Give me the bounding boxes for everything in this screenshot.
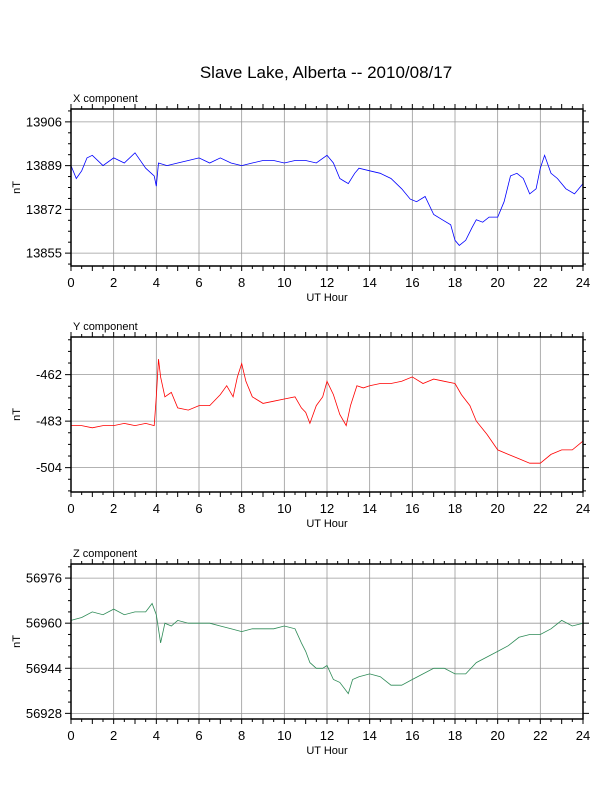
panel-1: 0 2 4 6 8 10 12 14 16 18 20 22 241390613889138721385… bbox=[11, 93, 590, 304]
y-axis-label: nT bbox=[11, 408, 23, 421]
data-line-series-1 bbox=[71, 359, 584, 464]
data-line-series-1 bbox=[70, 602, 584, 695]
x-tick-label: 12 bbox=[320, 728, 334, 743]
x-tick-label: 0 bbox=[67, 728, 74, 743]
y-tick-label: 13889 bbox=[26, 158, 62, 173]
x-tick-label: 8 bbox=[238, 728, 245, 743]
x-tick-label: 18 bbox=[448, 501, 462, 516]
y-tick-label: -462 bbox=[36, 367, 62, 382]
y-tick-label: 13906 bbox=[26, 114, 62, 129]
x-tick-label: 16 bbox=[405, 728, 419, 743]
y-axis-label: nT bbox=[11, 635, 23, 648]
x-tick-label: 20 bbox=[490, 501, 504, 516]
x-tick-label: 8 bbox=[238, 501, 245, 516]
x-tick-label: 2 bbox=[110, 728, 117, 743]
x-tick-label: 6 bbox=[195, 275, 202, 290]
x-tick-label: 10 bbox=[277, 275, 291, 290]
data-line-series-1 bbox=[70, 152, 584, 246]
panel-3: 0 2 4 6 8 10 12 14 16 18 20 22 245697656960569445692… bbox=[11, 548, 590, 757]
x-tick-label: 6 bbox=[195, 728, 202, 743]
x-tick-label: 4 bbox=[153, 501, 160, 516]
x-tick-label: 24 bbox=[576, 728, 590, 743]
x-tick-label: 14 bbox=[362, 275, 376, 290]
x-tick-label: 12 bbox=[320, 501, 334, 516]
y-tick-label: 56976 bbox=[26, 571, 62, 586]
y-tick-label: -504 bbox=[36, 460, 62, 475]
x-tick-label: 0 bbox=[67, 501, 74, 516]
x-axis-label: UT Hour bbox=[306, 518, 348, 530]
x-tick-label: 16 bbox=[405, 275, 419, 290]
x-tick-label: 10 bbox=[277, 501, 291, 516]
x-tick-label: 16 bbox=[405, 501, 419, 516]
x-tick-label: 20 bbox=[490, 275, 504, 290]
panel-label: Y component bbox=[73, 321, 138, 333]
y-tick-label: 56928 bbox=[26, 706, 62, 721]
y-tick-label: 56960 bbox=[26, 616, 62, 631]
x-tick-label: 14 bbox=[362, 501, 376, 516]
x-tick-label: 2 bbox=[110, 501, 117, 516]
panel-label: Z component bbox=[73, 548, 137, 560]
x-axis-label: UT Hour bbox=[306, 745, 348, 757]
x-tick-label: 22 bbox=[533, 501, 547, 516]
chart-title: Slave Lake, Alberta -- 2010/08/17 bbox=[200, 63, 452, 82]
y-tick-label: 56944 bbox=[26, 661, 62, 676]
x-tick-label: 18 bbox=[448, 728, 462, 743]
x-tick-label: 10 bbox=[277, 728, 291, 743]
x-axis-label: UT Hour bbox=[306, 292, 348, 304]
y-tick-label: 13855 bbox=[26, 246, 62, 261]
x-tick-label: 22 bbox=[533, 275, 547, 290]
y-tick-label: -483 bbox=[36, 414, 62, 429]
x-tick-label: 20 bbox=[490, 728, 504, 743]
y-axis-label: nT bbox=[11, 181, 23, 194]
x-tick-label: 4 bbox=[153, 275, 160, 290]
x-tick-label: 8 bbox=[238, 275, 245, 290]
x-tick-label: 22 bbox=[533, 728, 547, 743]
x-tick-label: 0 bbox=[67, 275, 74, 290]
x-tick-label: 18 bbox=[448, 275, 462, 290]
x-tick-label: 24 bbox=[576, 275, 590, 290]
x-tick-label: 14 bbox=[362, 728, 376, 743]
panel-label: X component bbox=[73, 93, 138, 105]
y-tick-label: 13872 bbox=[26, 202, 62, 217]
x-tick-label: 4 bbox=[153, 728, 160, 743]
x-tick-label: 12 bbox=[320, 275, 334, 290]
x-tick-label: 2 bbox=[110, 275, 117, 290]
x-tick-label: 24 bbox=[576, 501, 590, 516]
x-tick-label: 6 bbox=[195, 501, 202, 516]
